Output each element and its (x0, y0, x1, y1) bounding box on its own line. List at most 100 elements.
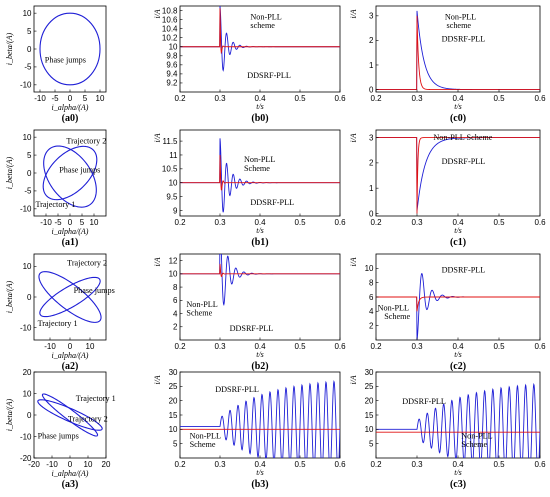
y-tick-label: 6 (369, 293, 374, 302)
y-tick-label: 0 (27, 293, 32, 302)
panel-b1: 0.2 0.3 0.4 0.5 0.6 9 9.5 10 10.5 11 11.5 t/s i/A Non… (153, 129, 346, 248)
x-tick-label: 0.6 (534, 218, 546, 227)
x-tick-label: 0 (68, 460, 73, 469)
panel-label: (a3) (62, 479, 79, 490)
y-tick-label: 3 (369, 133, 374, 142)
x-tick-label: 0.2 (370, 342, 382, 351)
annotation-label: Scheme (186, 308, 212, 317)
x-tick-label: 0.4 (452, 218, 464, 227)
annotation-label: Phase jumps (74, 286, 115, 295)
y-tick-label: 5 (173, 439, 178, 448)
x-tick-label: 0.6 (534, 342, 546, 351)
trajectory-curve (37, 399, 103, 431)
y-tick-label: 20 (365, 396, 374, 405)
plot-area (180, 380, 340, 458)
y-tick-label: 10 (365, 425, 374, 434)
x-tick-label: 0.3 (411, 218, 423, 227)
x-tick-label: 0.6 (334, 342, 346, 351)
x-tick-label: -20 (28, 460, 40, 469)
y-tick-label: 20 (169, 396, 178, 405)
x-tick-label: 0.2 (174, 94, 186, 103)
x-tick-label: 0.3 (214, 94, 226, 103)
y-tick-label: 30 (365, 368, 374, 377)
series-non-pll (376, 137, 540, 214)
series-non-pll (180, 263, 340, 277)
annotation-label: DDSRF-PLL (402, 397, 446, 406)
annotation-label: DDSRF-PLL (442, 35, 486, 44)
y-axis-label: i/A (349, 133, 358, 142)
x-tick-label: 0.4 (452, 94, 464, 103)
annotation-label: scheme (250, 21, 275, 30)
y-tick-label: 10 (169, 43, 178, 52)
y-tick-label: 10.8 (162, 6, 178, 15)
x-tick-label: 0.2 (370, 460, 382, 469)
x-tick-label: -5 (54, 218, 62, 227)
plot-area (38, 271, 102, 323)
y-tick-label: 8 (369, 278, 374, 287)
annotation-label: Non-PLL Scheme (433, 133, 492, 142)
y-tick-label: 9.4 (166, 70, 178, 79)
x-tick-label: -10 (44, 342, 56, 351)
x-tick-label: 20 (102, 460, 111, 469)
x-tick-label: 0.6 (334, 94, 346, 103)
x-tick-label: -10 (40, 218, 52, 227)
annotation-label: Phase jumps (45, 55, 86, 64)
y-tick-label: 4 (173, 309, 178, 318)
plot-area (180, 254, 340, 306)
annotation-label: Phase jumps (59, 166, 100, 175)
y-tick-label: 10.2 (162, 33, 178, 42)
x-tick-label: 0.4 (254, 460, 266, 469)
x-tick-label: 0.5 (493, 460, 505, 469)
series-ddsrf-pll (376, 137, 540, 211)
plot-area (180, 138, 340, 213)
plot-frame (375, 129, 541, 217)
y-tick-label: 25 (169, 382, 178, 391)
x-tick-label: 10 (84, 460, 93, 469)
y-tick-label: 10 (23, 389, 32, 398)
x-axis-label: t/s (256, 350, 264, 359)
y-tick-label: 2 (369, 159, 374, 168)
x-tick-label: 0.2 (174, 460, 186, 469)
panel-label: (a1) (62, 237, 79, 248)
annotation-label: DDSRF-PLL (250, 198, 294, 207)
x-tick-label: 0.4 (452, 342, 464, 351)
y-tick-label: 10 (23, 9, 32, 18)
x-axis-label: t/s (454, 468, 462, 477)
panel-c3: 0.2 0.3 0.4 0.5 0.6 5 10 15 20 25 30 t/s i/A DDSRF-PL… (349, 368, 546, 490)
y-tick-label: 8 (173, 283, 178, 292)
panel-a3: -20 -10 0 10 20 -20 -10 0 10 20 i_alpha/(A) i_beta/… (5, 368, 116, 490)
x-tick-label: 0.5 (294, 460, 306, 469)
y-axis-label: i/A (349, 375, 358, 384)
y-tick-label: 0 (369, 85, 374, 94)
x-tick-label: 0.2 (174, 342, 186, 351)
y-tick-label: 5 (27, 27, 32, 36)
trajectory-curve (38, 271, 102, 323)
x-tick-label: 0.2 (174, 218, 186, 227)
x-axis-label: i_alpha/(A) (52, 351, 89, 360)
y-axis-label: i_beta/(A) (5, 32, 14, 65)
y-tick-label: 6 (173, 296, 178, 305)
plot-area (180, 6, 340, 72)
y-tick-label: 2 (369, 36, 374, 45)
y-tick-label: 30 (169, 368, 178, 377)
y-tick-label: 2 (173, 323, 178, 332)
panel-c2: 0.2 0.3 0.4 0.5 0.6 2 4 6 8 10 t/s i/A DDSRF-PLL Non-… (349, 253, 546, 372)
x-tick-label: -10 (46, 460, 58, 469)
annotation-label: scheme (447, 21, 472, 30)
y-axis-label: i/A (349, 9, 358, 18)
panel-label: (c3) (450, 479, 466, 490)
annotation-label: Non-PLL (445, 12, 476, 21)
y-tick-label: -5 (24, 63, 32, 72)
y-axis-label: i_beta/(A) (5, 280, 14, 313)
annotation-label: Trajectory 1 (76, 394, 116, 403)
x-tick-label: 0.5 (294, 94, 306, 103)
x-tick-label: 0.2 (370, 218, 382, 227)
y-axis-label: i/A (153, 257, 162, 266)
y-tick-label: 9.8 (166, 52, 178, 61)
y-tick-label: 20 (23, 368, 32, 377)
annotation-label: DDSRF-PLL (230, 324, 274, 333)
x-tick-label: 0 (68, 94, 73, 103)
